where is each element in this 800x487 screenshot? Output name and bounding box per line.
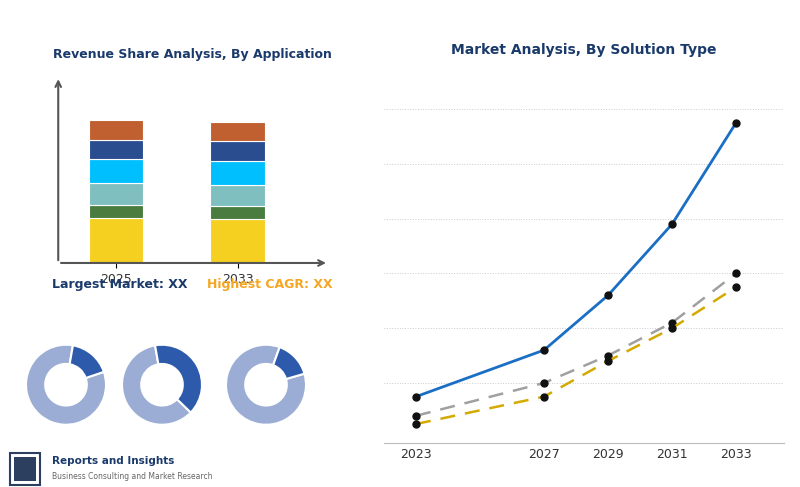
- Bar: [89, 184, 143, 205]
- Bar: [210, 122, 265, 141]
- Bar: [210, 219, 265, 263]
- Text: GLOBAL CONDITION MONITORING SOLUTIONS MARKET SEGMENT ANALYSIS: GLOBAL CONDITION MONITORING SOLUTIONS MA…: [12, 20, 573, 33]
- Wedge shape: [226, 345, 306, 425]
- Bar: [89, 120, 143, 140]
- Title: Revenue Share Analysis, By Application: Revenue Share Analysis, By Application: [53, 49, 331, 61]
- Bar: [210, 161, 265, 185]
- Bar: [210, 206, 265, 219]
- Text: Reports and Insights: Reports and Insights: [52, 455, 174, 466]
- FancyBboxPatch shape: [14, 457, 36, 481]
- Wedge shape: [273, 347, 305, 379]
- Bar: [89, 140, 143, 159]
- Text: Largest Market: XX: Largest Market: XX: [52, 279, 188, 291]
- Text: Highest CAGR: XX: Highest CAGR: XX: [207, 279, 333, 291]
- Wedge shape: [155, 345, 202, 412]
- Text: Business Consulting and Market Research: Business Consulting and Market Research: [52, 471, 212, 481]
- Wedge shape: [26, 345, 106, 425]
- Bar: [210, 141, 265, 161]
- Bar: [89, 205, 143, 218]
- Wedge shape: [122, 345, 190, 425]
- Title: Market Analysis, By Solution Type: Market Analysis, By Solution Type: [451, 43, 717, 57]
- Bar: [210, 185, 265, 206]
- Bar: [89, 159, 143, 184]
- FancyBboxPatch shape: [10, 453, 40, 485]
- Wedge shape: [70, 345, 104, 378]
- Bar: [89, 218, 143, 263]
